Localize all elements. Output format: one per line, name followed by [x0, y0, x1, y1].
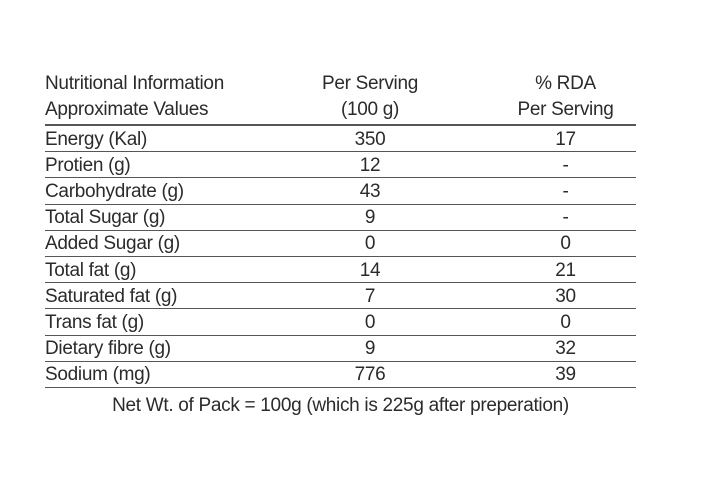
table-header-row: Nutritional Information Approximate Valu…: [45, 71, 636, 126]
rda-value: 39: [555, 364, 576, 386]
rda-value: 17: [555, 128, 576, 150]
header-nutrient-column: Nutritional Information Approximate Valu…: [45, 71, 245, 123]
per-serving-value: 776: [354, 364, 386, 386]
table-row-total-fat: Total fat (g) 14 21: [45, 257, 636, 284]
nutrient-name: Sodium (mg): [45, 364, 151, 386]
rda-value: 21: [555, 259, 576, 281]
header-per-serving-line1: Per Serving: [322, 73, 418, 94]
per-serving-value: 9: [364, 338, 376, 360]
per-serving-value: 9: [364, 207, 376, 229]
nutrient-name: Dietary fibre (g): [45, 338, 171, 360]
table-row-energy: Energy (Kal) 350 17: [45, 126, 636, 153]
per-serving-value: 0: [364, 233, 376, 255]
per-serving-value: 14: [359, 259, 381, 281]
nutrition-table: Nutritional Information Approximate Valu…: [45, 71, 636, 418]
rda-value: -: [562, 207, 569, 229]
nutrient-name: Trans fat (g): [45, 311, 144, 333]
per-serving-value: 0: [364, 311, 376, 333]
nutrient-name: Added Sugar (g): [45, 233, 180, 255]
per-serving-value: 12: [359, 154, 381, 176]
rda-value: -: [562, 154, 569, 176]
nutrient-name: Protien (g): [45, 154, 131, 176]
table-row-saturated-fat: Saturated fat (g) 7 30: [45, 283, 636, 310]
rda-value: 30: [555, 285, 576, 307]
nutrient-name: Total Sugar (g): [45, 207, 166, 229]
table-row-total-sugar: Total Sugar (g) 9 -: [45, 205, 636, 231]
header-rda-column: % RDA Per Serving: [495, 71, 636, 123]
header-rda-line1: % RDA: [535, 73, 596, 94]
header-rda-line2: Per Serving: [517, 99, 614, 120]
header-nutrient-line1: Nutritional Information: [45, 73, 224, 94]
table-row-sodium: Sodium (mg) 776 39: [45, 362, 636, 388]
per-serving-value: 7: [364, 285, 376, 307]
header-per-serving-line2: (100 g): [340, 99, 400, 120]
nutrient-name: Energy (Kal): [45, 128, 147, 150]
per-serving-value: 350: [354, 128, 386, 150]
rda-value: 32: [555, 338, 576, 360]
header-per-serving-column: Per Serving (100 g): [245, 71, 495, 123]
rda-value: 0: [560, 311, 571, 333]
net-weight-note: Net Wt. of Pack = 100g (which is 225g af…: [112, 394, 569, 416]
rda-value: 0: [560, 233, 571, 255]
table-row-protein: Protien (g) 12 -: [45, 152, 636, 179]
table-row-dietary-fibre: Dietary fibre (g) 9 32: [45, 336, 636, 362]
rda-value: -: [562, 180, 569, 202]
nutrient-name: Total fat (g): [45, 259, 137, 281]
table-row-added-sugar: Added Sugar (g) 0 0: [45, 231, 636, 257]
table-row-trans-fat: Trans fat (g) 0 0: [45, 309, 636, 336]
header-nutrient-line2: Approximate Values: [45, 99, 209, 120]
table-row-carbohydrate: Carbohydrate (g) 43 -: [45, 178, 636, 205]
nutrient-name: Carbohydrate (g): [45, 180, 184, 202]
nutrient-name: Saturated fat (g): [45, 285, 178, 307]
per-serving-value: 43: [359, 180, 381, 202]
